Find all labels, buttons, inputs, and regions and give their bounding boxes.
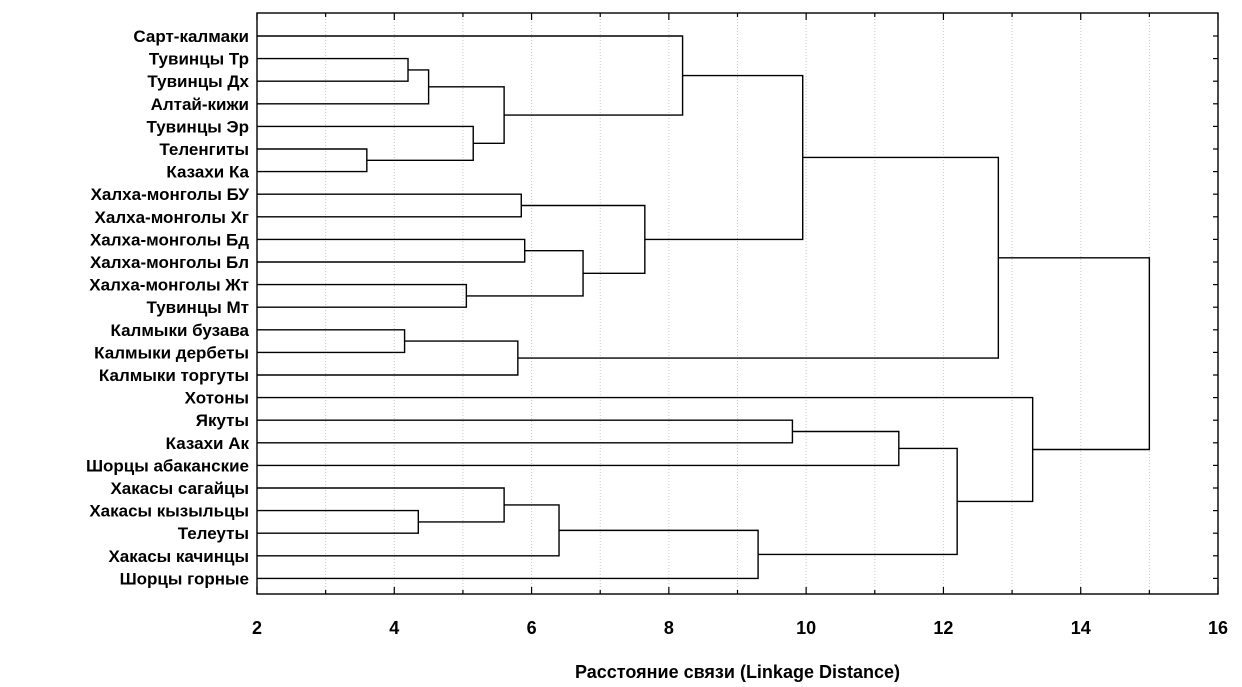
x-tick-label: 2	[252, 618, 262, 638]
leaf-label: Хотоны	[185, 389, 249, 408]
leaf-label: Казахи Ак	[166, 434, 250, 453]
leaf-label: Тувинцы Тр	[149, 50, 249, 69]
dendrogram-link	[758, 447, 958, 556]
leaf-label: Халха-монголы БУ	[91, 185, 250, 204]
x-tick-label: 6	[527, 618, 537, 638]
dendrogram-link	[521, 204, 646, 274]
leaf-label: Халха-монголы Бд	[90, 230, 249, 249]
dendrogram-link	[257, 430, 900, 467]
dendrogram-link	[257, 193, 522, 218]
leaf-label: Халха-монголы Бл	[90, 253, 249, 272]
leaf-label: Хакасы качинцы	[108, 547, 249, 566]
dendrogram-link	[257, 419, 794, 444]
dendrogram-link	[428, 86, 505, 145]
dendrogram-link	[257, 69, 430, 105]
leaf-label: Шорцы горные	[120, 569, 249, 588]
dendrogram-link	[257, 529, 759, 580]
leaf-label: Тувинцы Дх	[147, 72, 249, 91]
leaf-label: Сарт-калмаки	[133, 27, 249, 46]
leaf-label: Калмыки бузава	[111, 321, 250, 340]
dendrogram-link	[257, 329, 406, 354]
x-tick-label: 8	[664, 618, 674, 638]
dendrogram-branches	[257, 35, 1151, 580]
dendrogram-link	[257, 396, 1034, 503]
dendrogram-link	[257, 487, 505, 523]
x-tick-label: 16	[1208, 618, 1228, 638]
leaf-label: Теленгиты	[159, 140, 249, 159]
leaf-label: Хакасы сагайцы	[110, 479, 249, 498]
leaf-label: Хакасы кызыльцы	[89, 502, 249, 521]
dendrogram-link	[517, 156, 1000, 359]
dendrogram-link	[257, 148, 368, 173]
leaf-label: Тувинцы Мт	[146, 298, 249, 317]
x-axis-ticks	[256, 13, 1219, 594]
dendrogram-link	[257, 504, 560, 557]
dendrogram-link	[257, 57, 409, 82]
dendrogram-link	[998, 257, 1151, 451]
x-tick-label: 10	[796, 618, 816, 638]
dendrogram-link	[257, 125, 474, 161]
leaf-label: Халха-монголы Хг	[95, 208, 249, 227]
x-axis-tick-labels: 2 4 6 8 10 12 14 16	[252, 618, 1228, 638]
leaf-label: Калмыки торгуты	[99, 366, 249, 385]
leaf-labels: Сарт-калмаки Тувинцы Тр Тувинцы Дх Алтай-ки…	[86, 27, 250, 588]
x-tick-label: 14	[1071, 618, 1091, 638]
x-tick-label: 12	[933, 618, 953, 638]
dendrogram-link	[257, 238, 526, 263]
leaf-label: Тувинцы Эр	[146, 117, 249, 136]
gridlines	[325, 13, 1150, 594]
leaf-label: Шорцы абаканские	[86, 456, 249, 475]
leaf-label: Алтай-кижи	[151, 95, 249, 114]
leaf-label: Казахи Ка	[166, 163, 249, 182]
x-tick-label: 4	[389, 618, 399, 638]
leaf-label: Калмыки дербеты	[94, 343, 249, 362]
leaf-label: Халха-монголы Жт	[89, 276, 249, 295]
dendrogram-link	[257, 283, 468, 308]
leaf-label: Якуты	[196, 411, 249, 430]
leaf-label: Телеуты	[178, 524, 249, 543]
x-axis-title: Расстояние связи (Linkage Distance)	[575, 662, 900, 682]
dendrogram-link	[257, 340, 519, 376]
